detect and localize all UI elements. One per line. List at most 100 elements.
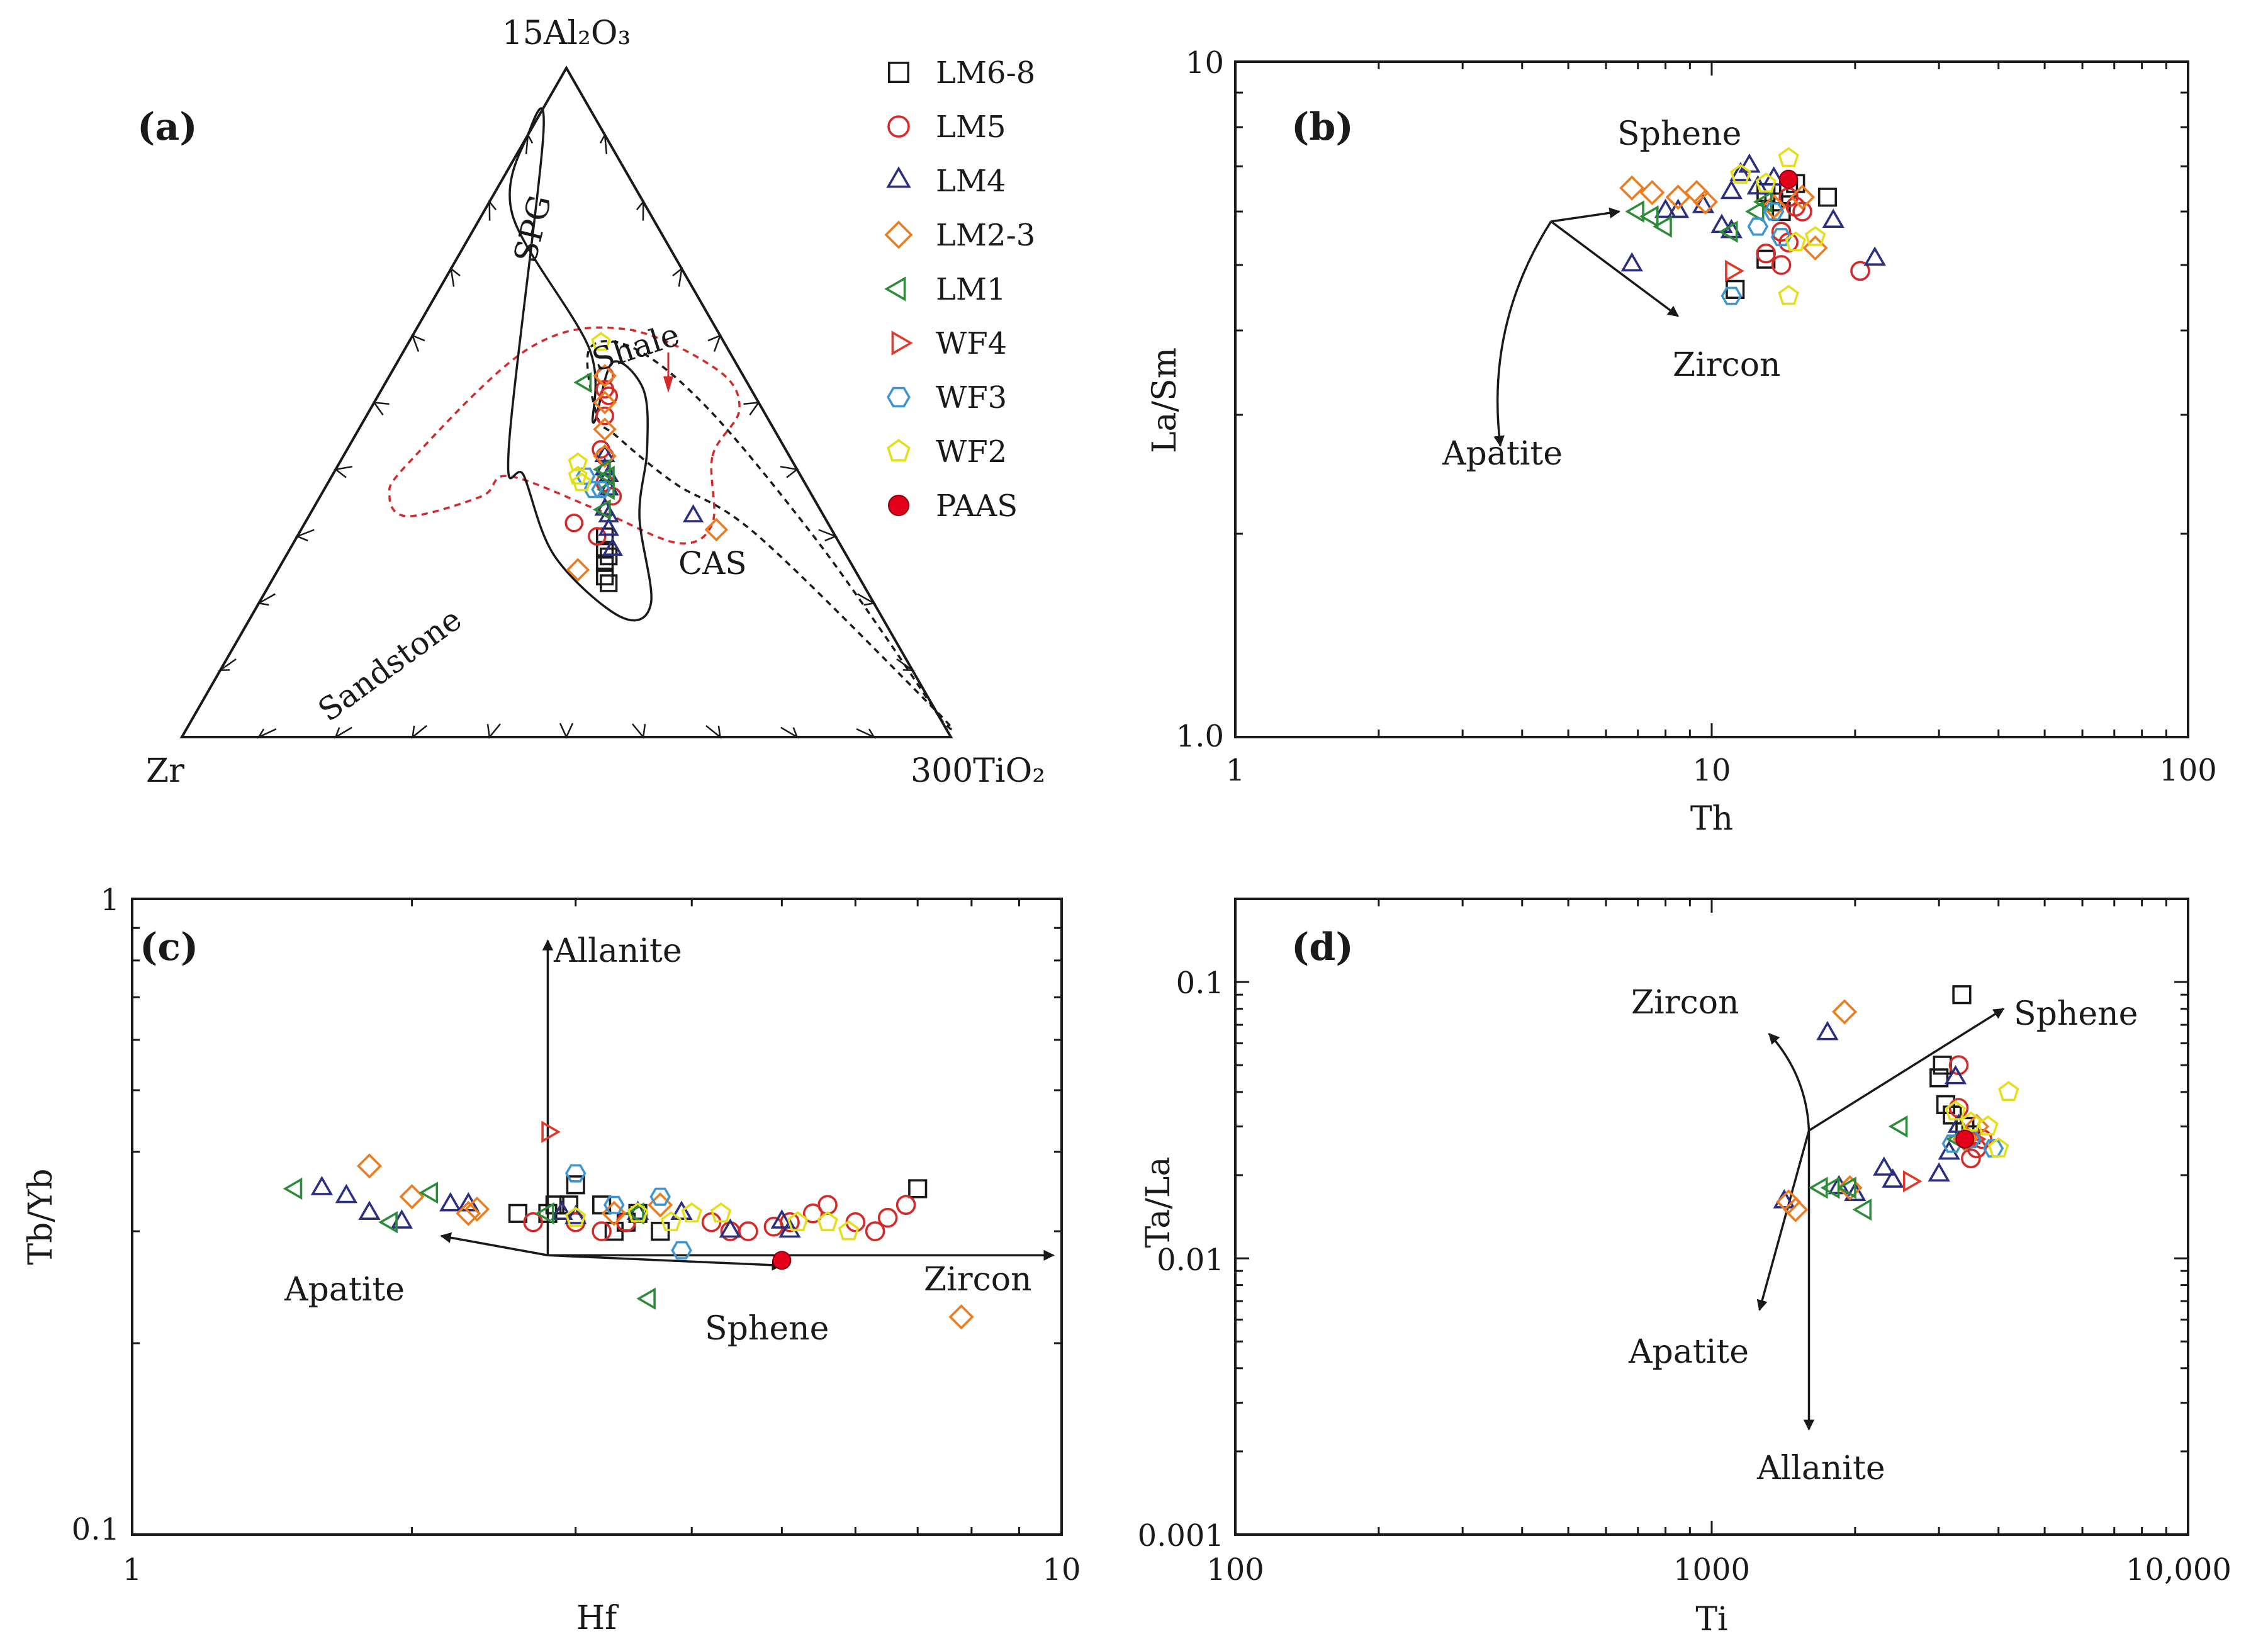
point-c-wf2 [787,1211,809,1231]
y-label-d: Ta/La [1140,1157,1177,1248]
annotation-b-apatite: Apatite [1442,435,1563,473]
point-d-paas [1955,1129,1975,1149]
point-c-lm1 [378,1211,398,1234]
point-c-lm5 [877,1207,898,1228]
ternary-tick [411,334,425,352]
annotation-d-sphene: Sphene [2014,995,2138,1033]
point-d-lm2-3 [1783,1197,1809,1222]
ternary-tick [780,466,799,478]
ternary-tick [295,529,315,542]
legend-marker-lm5 [887,115,910,138]
point-b-wf2 [1755,172,1777,193]
point-a-lm5 [564,514,584,533]
ternary-ticks [218,132,915,740]
apex-label-right: 300TiO₂ [911,752,1045,790]
point-d-lm2-3 [1831,999,1858,1025]
point-b-lm1 [1745,200,1765,223]
ternary-points [564,332,729,592]
legend-label-lm5: LM5 [936,110,1006,145]
point-c-lm2-3 [948,1304,974,1330]
point-b-lm4 [1822,208,1844,228]
vector-d-sphene [1808,1008,2005,1132]
legend-label-wf2: WF2 [936,434,1007,470]
point-c-lm4 [551,1200,573,1220]
point-a-lm1 [592,499,611,521]
point-d-wf2 [1998,1081,2019,1102]
annotation-c-allanite: Allanite [553,932,682,970]
point-c-wf3 [671,1241,692,1260]
ternary-tick [896,658,915,672]
ternary-tick [411,724,427,739]
point-c-wf2 [838,1220,860,1241]
point-c-wf4 [541,1120,561,1143]
point-d-lm1 [1888,1115,1908,1138]
point-c-wf2 [564,1207,587,1227]
point-b-wf3 [1770,228,1792,247]
legend-marker-lm1 [884,276,906,302]
point-b-wf2 [1778,147,1799,167]
annotation-c-apatite: Apatite [284,1271,405,1309]
ternary-tick [705,724,722,739]
legend-marker-wf4 [891,330,913,356]
point-b-lm2-3 [1802,235,1828,261]
point-b-lm2-3 [1761,194,1787,220]
point-c-paas [772,1251,792,1270]
vectors-c [440,939,1055,1271]
points-b [1619,147,1886,305]
legend-marker-lm6-8 [888,62,910,84]
point-c-lm4 [719,1218,742,1238]
legend-label-wf4: WF4 [936,326,1007,361]
point-a-lm5 [595,380,614,399]
annotation-b-sphene: Sphene [1617,115,1741,153]
y-label-c: Tb/Yb [22,1168,60,1265]
point-a-lm2-3 [593,364,617,388]
point-d-lm5 [1961,1148,1981,1169]
point-c-lm4 [564,1205,587,1224]
legend-marker-paas [888,495,909,516]
point-c-wf2 [660,1211,682,1231]
point-c-lm4 [439,1192,462,1212]
point-a-lm6-8 [595,541,614,559]
panel-b-la-sm-vs-th: (b) 1 10 100 1.0 10 Th La/Sm Sphene Zirc… [1146,45,2217,838]
point-b-lm2-3 [1665,184,1691,210]
x-tick-b-100: 100 [2159,753,2217,788]
point-c-lm2-3 [356,1153,383,1179]
field-label-cas: CAS [678,545,747,582]
point-b-lm5 [1792,201,1812,222]
point-b-lm2-3 [1619,175,1645,201]
point-c-wf2 [681,1202,703,1223]
point-c-lm5 [523,1212,543,1232]
point-b-lm2-3 [1639,179,1665,206]
axis-ticks-c [131,898,1063,1536]
legend-marker-wf2 [887,439,911,462]
point-d-lm6-8 [1929,1068,1949,1088]
point-d-lm2-3 [1964,1113,1990,1139]
ternary-tick [672,266,683,287]
ternary-tick [599,132,608,154]
y-tick-d-0.01: 0.01 [1157,1243,1224,1278]
point-a-lm5 [588,527,607,546]
x-label-d: Ti [1695,1601,1727,1638]
ternary-fields [388,107,953,731]
point-c-lm4 [778,1218,801,1238]
point-c-lm1 [418,1181,439,1204]
y-tick-c-1: 1 [100,882,120,918]
ternary-tick [488,200,497,221]
ternary-tick [257,728,277,739]
legend-label-paas: PAAS [936,488,1018,524]
ternary-tick [857,593,877,606]
point-b-wf2 [1804,225,1826,246]
vector-c-apatite [440,1232,548,1256]
x-tick-b-1: 1 [1226,753,1245,788]
field-label-sandstone: Sandstone [312,600,468,728]
point-c-lm6-8 [651,1222,670,1241]
ternary-tick [780,726,799,739]
ternary-tick [707,334,722,352]
y-tick-b-10: 10 [1186,45,1224,81]
point-a-wf3 [591,481,611,499]
point-c-lm5 [780,1212,800,1232]
legend-label-lm6-8: LM6-8 [936,55,1035,91]
y-tick-b-1: 1.0 [1176,719,1224,754]
point-b-lm1 [1653,215,1672,238]
point-c-lm2-3 [464,1196,490,1222]
